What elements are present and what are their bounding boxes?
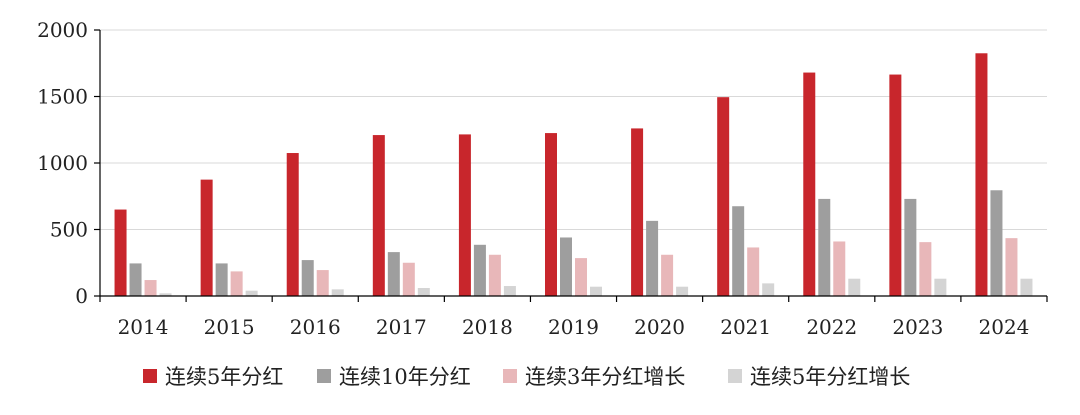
bar [919,242,932,296]
bar [473,244,486,296]
bar [590,286,602,296]
bar [387,252,400,296]
legend-swatch [503,369,517,383]
x-tick-label: 2023 [892,315,943,339]
bars [114,53,1033,297]
bar [200,179,213,296]
bar [159,293,172,296]
legend-swatch [317,369,331,383]
bar [286,153,299,296]
bar [646,220,659,296]
bar [402,262,415,296]
y-tick-label: 1500 [37,85,88,109]
legend-label: 连续10年分红 [339,365,471,389]
bar [1020,278,1033,296]
bar [560,237,572,296]
x-tick-label: 2022 [806,315,857,339]
bar [144,280,157,296]
x-tick-label: 2018 [462,315,513,339]
bar [661,254,674,296]
bar [732,206,745,296]
legend-label: 连续5年分红 [165,365,283,389]
bar [575,258,587,296]
x-tick-label: 2021 [720,315,771,339]
x-tick-label: 2024 [979,315,1030,339]
y-tick-labels: 0 500 1000 1500 2000 [37,18,88,308]
axes [94,29,1048,302]
bar [818,198,831,296]
bar [833,241,846,296]
x-tick-labels: 2014 2015 2016 2017 2018 2019 2020 2021 2022 2023… [118,315,1030,339]
bar [1005,238,1018,296]
bar [114,209,127,296]
bar [990,190,1003,296]
legend-label: 连续5年分红增长 [750,365,910,389]
legend-swatch [728,369,742,383]
bar [331,289,344,296]
y-tick-label: 0 [75,284,88,308]
bar [316,270,329,296]
bar [889,74,902,297]
legend: 连续5年分红 连续10年分红 连续3年分红增长 连续5年分红增长 [143,365,910,389]
bar [129,263,142,296]
x-tick-label: 2014 [118,315,169,339]
bar [488,254,501,296]
gridlines [100,29,1047,230]
bar [803,72,816,296]
bar [301,260,314,296]
bar [904,198,917,296]
y-tick-label: 1000 [37,151,88,175]
legend-label: 连续3年分红增长 [525,365,685,389]
bar [245,290,258,296]
bar [458,134,471,296]
x-tick-label: 2019 [548,315,599,339]
bar [747,247,760,296]
bar [762,283,775,296]
y-tick-label: 500 [50,218,88,242]
bar [503,286,516,296]
legend-swatch [143,369,157,383]
bar [230,271,243,296]
bar [545,133,557,296]
x-tick-label: 2015 [204,315,255,339]
bar [975,53,988,297]
x-tick-label: 2016 [290,315,341,339]
bar [717,97,730,296]
bar [417,288,430,296]
bar [934,278,947,296]
bar [631,128,644,296]
y-tick-label: 2000 [37,18,88,42]
bar [215,263,228,296]
x-tick-label: 2020 [634,315,685,339]
bar [372,135,385,296]
bar [848,278,861,296]
bar [676,286,689,296]
x-tick-label: 2017 [376,315,427,339]
